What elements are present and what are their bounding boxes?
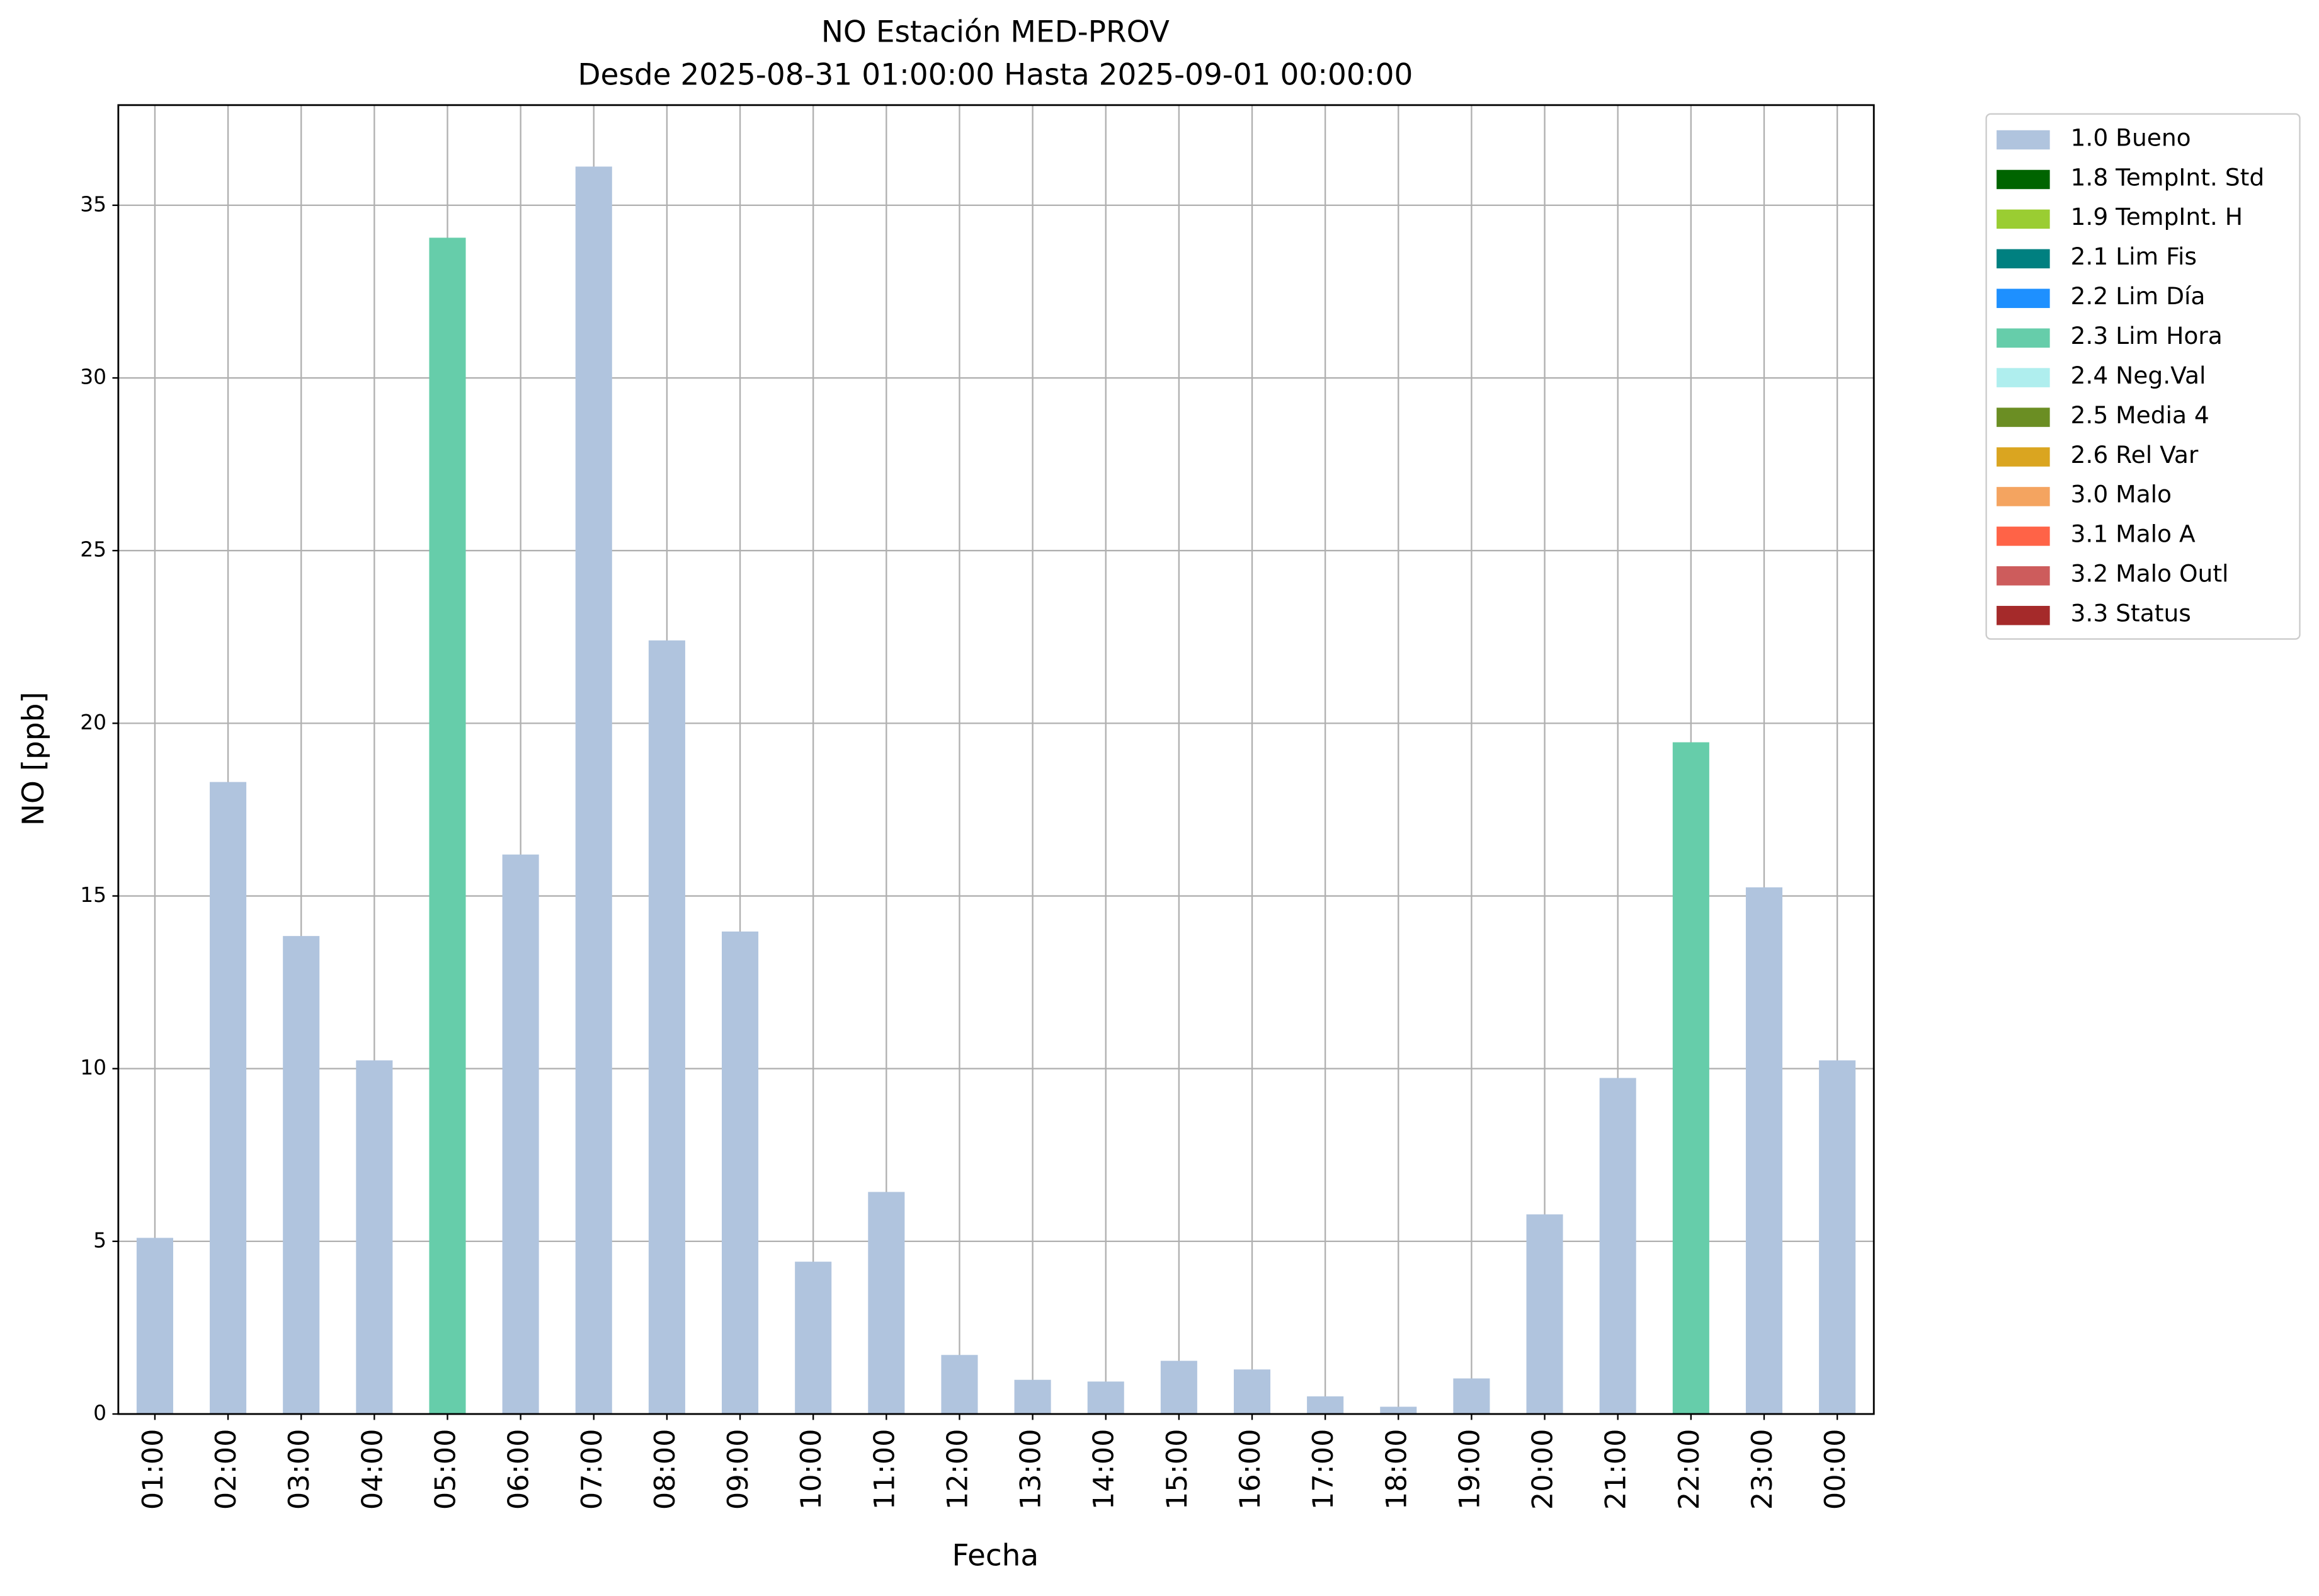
bar xyxy=(795,1262,832,1415)
bar xyxy=(1819,1060,1856,1415)
y-tick-label: 35 xyxy=(80,191,106,216)
legend-label: 3.3 Status xyxy=(2071,600,2191,627)
plot-frame xyxy=(117,104,1875,1415)
legend-box xyxy=(1985,113,2301,640)
x-tick-label: 08:00 xyxy=(649,1429,681,1510)
x-tick-label: 00:00 xyxy=(1819,1429,1852,1510)
chart-subtitle: Desde 2025-08-31 01:00:00 Hasta 2025-09-… xyxy=(578,58,1413,93)
legend-label: 3.1 Malo A xyxy=(2071,520,2196,548)
y-tick-label: 30 xyxy=(80,365,106,389)
y-tick-label: 10 xyxy=(80,1055,106,1080)
bar xyxy=(1745,887,1783,1415)
bar xyxy=(648,640,685,1415)
y-tick-label: 20 xyxy=(80,710,106,734)
legend-label: 2.4 Neg.Val xyxy=(2071,362,2206,389)
legend-label: 2.2 Lim Día xyxy=(2071,282,2206,310)
x-tick-label: 07:00 xyxy=(576,1429,608,1510)
legend-label: 1.0 Bueno xyxy=(2071,123,2191,151)
x-tick-label: 20:00 xyxy=(1527,1429,1559,1510)
x-tick-label: 05:00 xyxy=(429,1429,462,1510)
legend-swatch xyxy=(1997,566,2050,586)
legend-swatch xyxy=(1997,288,2050,309)
legend-label: 3.0 Malo xyxy=(2071,481,2172,508)
legend-label: 2.3 Lim Hora xyxy=(2071,322,2223,350)
legend-label: 2.5 Media 4 xyxy=(2071,401,2209,429)
bar xyxy=(941,1355,978,1415)
y-tick-label: 25 xyxy=(80,537,106,562)
legend-label: 2.6 Rel Var xyxy=(2071,441,2199,469)
bar xyxy=(868,1192,905,1415)
legend-swatch xyxy=(1997,169,2050,190)
legend-swatch xyxy=(1997,209,2050,229)
legend-swatch xyxy=(1997,249,2050,269)
bar xyxy=(1380,1406,1417,1415)
plot-area: 0 5 10 15 20 25 30 35 01:00 02:00 03:00 04:00 05:00 0… xyxy=(80,105,1874,1510)
y-tick-label: 15 xyxy=(80,882,106,907)
x-tick-label: 04:00 xyxy=(356,1429,389,1510)
bar xyxy=(283,936,320,1415)
x-tick-label: 17:00 xyxy=(1307,1429,1340,1510)
x-tick-label: 14:00 xyxy=(1088,1429,1120,1510)
bar xyxy=(429,237,466,1415)
legend-swatch xyxy=(1997,368,2050,387)
bar xyxy=(1233,1369,1271,1415)
x-tick-label: 03:00 xyxy=(283,1429,316,1510)
x-tick-label: 10:00 xyxy=(795,1429,828,1510)
legend-label: 1.9 TempInt. H xyxy=(2071,203,2243,231)
bar xyxy=(722,932,759,1415)
x-tick-label: 18:00 xyxy=(1380,1429,1413,1510)
legend-swatch xyxy=(1997,130,2050,150)
legend-swatch xyxy=(1997,408,2050,427)
x-tick-label: 16:00 xyxy=(1234,1429,1267,1510)
bar xyxy=(1453,1378,1490,1415)
bar xyxy=(502,854,539,1415)
x-tick-label: 19:00 xyxy=(1453,1429,1486,1510)
legend-swatch xyxy=(1997,605,2050,625)
x-tick-label: 01:00 xyxy=(137,1429,169,1510)
bar xyxy=(1087,1381,1124,1415)
bar xyxy=(1672,742,1709,1415)
bar xyxy=(575,166,612,1415)
y-axis-label: NO [ppb] xyxy=(16,692,51,826)
x-tick-label: 09:00 xyxy=(722,1429,755,1510)
bar xyxy=(1160,1360,1197,1415)
bar xyxy=(1599,1078,1636,1415)
bar xyxy=(1526,1214,1563,1415)
legend-swatch xyxy=(1997,487,2050,506)
bar xyxy=(210,782,247,1415)
x-tick-label: 12:00 xyxy=(941,1429,974,1510)
legend: 1.0 Bueno 1.8 TempInt. Std 1.9 TempInt. H 2… xyxy=(1997,123,2264,627)
x-tick-label: 23:00 xyxy=(1746,1429,1779,1510)
bar xyxy=(1307,1396,1344,1415)
x-tick-label: 02:00 xyxy=(210,1429,242,1510)
bar xyxy=(136,1238,173,1415)
x-tick-label: 22:00 xyxy=(1673,1429,1706,1510)
x-tick-label: 15:00 xyxy=(1161,1429,1194,1510)
legend-swatch xyxy=(1997,527,2050,546)
y-tick-label: 5 xyxy=(93,1228,106,1252)
legend-label: 1.8 TempInt. Std xyxy=(2071,163,2265,191)
bar xyxy=(356,1060,393,1415)
chart-title: NO Estación MED-PROV xyxy=(821,15,1170,50)
legend-label: 3.2 Malo Outl xyxy=(2071,560,2229,588)
legend-swatch xyxy=(1997,328,2050,348)
x-tick-label: 11:00 xyxy=(868,1429,901,1510)
legend-label: 2.1 Lim Fis xyxy=(2071,242,2197,270)
legend-swatch xyxy=(1997,447,2050,467)
x-tick-label: 21:00 xyxy=(1600,1429,1632,1510)
y-tick-label: 0 xyxy=(93,1401,106,1425)
x-axis-label: Fecha xyxy=(952,1538,1039,1573)
bar xyxy=(1014,1379,1051,1415)
x-tick-label: 06:00 xyxy=(503,1429,535,1510)
x-tick-label: 13:00 xyxy=(1015,1429,1047,1510)
